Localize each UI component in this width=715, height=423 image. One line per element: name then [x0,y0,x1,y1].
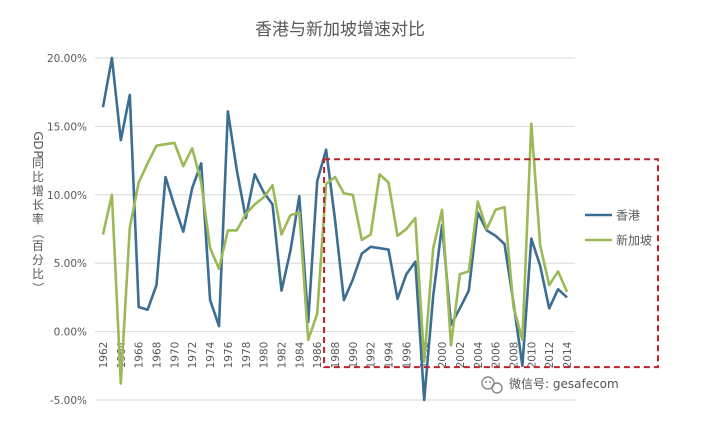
y-axis-title-char: P [31,150,45,157]
watermark-text: 微信号: gesafecom [509,377,619,391]
y-axis-title-char: 比 [32,267,44,281]
y-axis-title-char: 增 [32,184,44,198]
x-tick-label: 1988 [330,342,342,369]
x-tick-label: 1968 [152,342,164,369]
y-axis-title-char: 分 [32,253,44,267]
y-axis-ticks: 20.00% 15.00% 10.00% 5.00% 0.00% -5.00% [47,53,87,407]
series-lines [101,56,569,402]
y-tick-label: 5.00% [54,258,87,270]
y-axis-title-char: D [31,140,45,149]
series-line-hongkong [101,56,568,402]
x-tick-label: 2002 [455,342,467,369]
y-axis-title-char: G [31,131,45,140]
x-axis-ticks: 1962 1964 1966 1968 1970 1972 1974 1976 1978 1980… [98,341,574,368]
y-tick-label: 20.00% [47,53,87,65]
y-axis-title-char: 比 [32,170,44,184]
x-tick-label: 2000 [437,342,449,369]
x-tick-label: 1974 [205,341,217,368]
wechat-icon [481,376,503,394]
chart-title: 香港与新加坡增速对比 [255,20,425,40]
x-tick-label: 2006 [491,341,503,368]
y-axis-title-char: （ [31,227,45,239]
gridlines [95,57,575,401]
x-tick-label: 2010 [526,342,538,369]
y-axis-title-char: 率 [32,211,44,226]
y-tick-label: 10.00% [47,190,87,202]
x-tick-label: 1970 [169,342,181,369]
x-tick-label: 1996 [401,341,413,368]
x-tick-label: 1994 [384,341,396,368]
y-axis-title-char: ） [31,282,45,294]
x-tick-label: 1984 [294,341,306,368]
x-tick-label: 2014 [562,341,574,368]
x-tick-label: 1972 [187,342,199,369]
x-tick-label: 1980 [259,342,271,369]
y-axis-title-char: 同 [32,156,44,170]
y-axis-title-char: 长 [32,198,44,212]
series-line-singapore [101,122,569,385]
x-tick-label: 2008 [508,342,520,369]
x-tick-label: 1966 [134,341,146,368]
y-tick-label: 0.00% [54,327,87,339]
x-tick-label: 2004 [473,341,485,368]
x-tick-label: 2012 [544,342,556,369]
legend-label: 新加坡 [616,233,652,248]
legend-label: 香港 [616,209,640,223]
x-tick-label: 1986 [312,341,324,368]
y-tick-label: -5.00% [50,395,87,407]
y-axis-title-char: 百 [32,239,44,253]
x-tick-label: 1982 [276,342,288,369]
y-tick-label: 15.00% [47,121,87,133]
watermark: 微信号: gesafecom [481,376,619,394]
x-tick-label: 1978 [241,342,253,369]
x-tick-label: 1992 [366,342,378,369]
x-tick-label: 1976 [223,341,235,368]
x-tick-label: 1990 [348,342,360,369]
x-tick-label: 1962 [98,342,110,369]
